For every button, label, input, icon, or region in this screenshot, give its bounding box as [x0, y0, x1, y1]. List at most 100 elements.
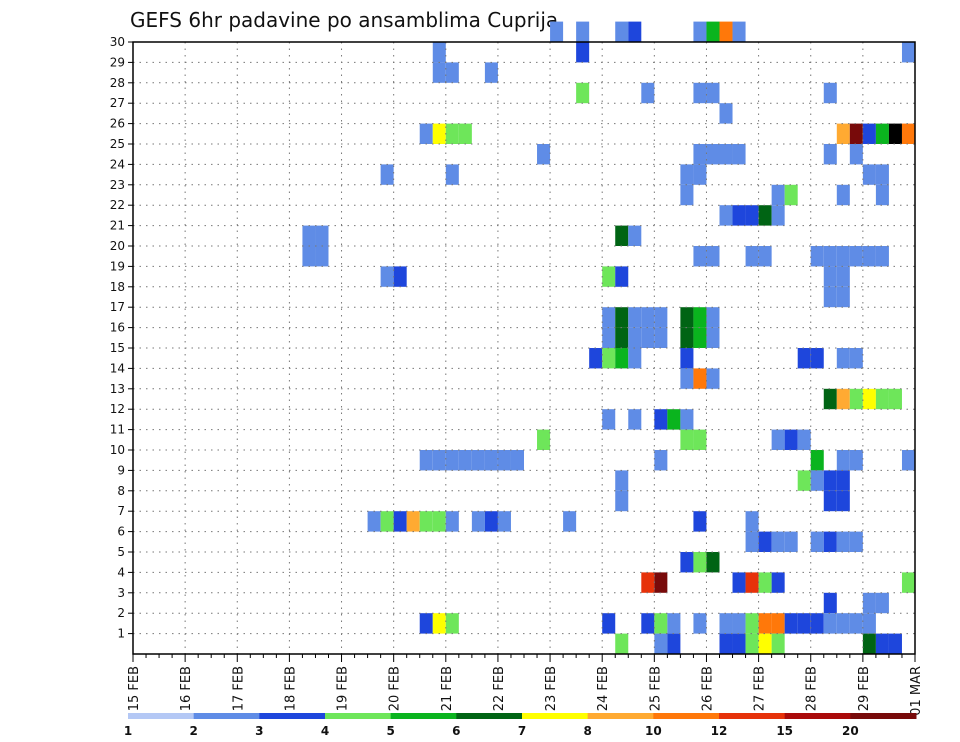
heatmap-cell: [497, 450, 511, 471]
heatmap-cell: [628, 327, 642, 348]
x-tick-label: 26 FEB: [700, 666, 715, 711]
heatmap-cell: [445, 123, 459, 144]
y-tick-label: 11: [110, 423, 125, 437]
heatmap-cell: [680, 348, 694, 369]
y-tick-label: 4: [117, 565, 125, 579]
heatmap-cell: [823, 144, 837, 165]
heatmap-cell: [810, 613, 824, 634]
heatmap-cell: [602, 348, 616, 369]
heatmap-cell: [367, 511, 381, 532]
heatmap-cell: [836, 470, 850, 491]
heatmap-cell: [745, 572, 759, 593]
heatmap-cell: [484, 450, 498, 471]
heatmap-cell: [628, 409, 642, 430]
heatmap-cell: [810, 470, 824, 491]
heatmap-cell: [419, 450, 433, 471]
heatmap-cell: [680, 552, 694, 573]
y-tick-label: 26: [110, 117, 125, 131]
colorbar-swatch: [587, 713, 654, 719]
heatmap-cell: [615, 348, 629, 369]
heatmap-cell: [602, 266, 616, 287]
heatmap-cell: [719, 103, 733, 124]
heatmap-cell: [693, 327, 707, 348]
heatmap-cell: [823, 82, 837, 104]
heatmap-cell: [471, 511, 485, 532]
heatmap-cell: [797, 429, 811, 450]
heatmap-cell: [875, 633, 889, 654]
colorbar-swatch: [784, 713, 851, 719]
heatmap-cell: [680, 429, 694, 450]
heatmap-cell: [862, 592, 876, 614]
heatmap-cell: [836, 123, 850, 144]
y-tick-label: 18: [110, 280, 125, 294]
heatmap-cell: [732, 21, 746, 42]
heatmap-cell: [849, 144, 863, 165]
heatmap-cell: [706, 82, 720, 104]
heatmap-cell: [771, 205, 785, 226]
heatmap-cell: [615, 225, 629, 246]
heatmap-cell: [745, 633, 759, 654]
colorbar-label: 20: [842, 724, 859, 738]
heatmap-cell: [380, 511, 394, 532]
y-tick-label: 29: [110, 55, 125, 69]
heatmap-cell: [602, 613, 616, 634]
heatmap-cell: [784, 613, 798, 634]
heatmap-cell: [771, 429, 785, 450]
heatmap-cell: [693, 613, 707, 634]
heatmap-cell: [771, 633, 785, 654]
y-tick-label: 27: [110, 96, 125, 110]
heatmap-cell: [823, 266, 837, 287]
heatmap-cell: [497, 511, 511, 532]
heatmap-cell: [641, 327, 655, 348]
y-tick-label: 16: [110, 321, 125, 335]
heatmap-cell: [823, 490, 837, 512]
colorbar-label: 10: [645, 724, 662, 738]
heatmap-cell: [875, 388, 889, 410]
colorbar: 1 2 3 4 5 6 7 8 10 12 15 20: [124, 713, 917, 738]
heatmap-cell: [484, 511, 498, 532]
heatmap-cell: [628, 225, 642, 246]
heatmap-cell: [615, 470, 629, 491]
heatmap-cell: [758, 572, 772, 593]
heatmap-cell: [810, 531, 824, 552]
heatmap-cell: [680, 368, 694, 389]
heatmap-cell: [693, 307, 707, 328]
heatmap-cell: [510, 450, 524, 471]
y-tick-label: 14: [110, 361, 125, 375]
y-tick-label: 12: [110, 402, 125, 416]
heatmap-cell: [615, 266, 629, 287]
colorbar-swatch: [653, 713, 720, 719]
heatmap-cell: [849, 531, 863, 552]
heatmap-cell: [758, 205, 772, 226]
heatmap-cell: [836, 184, 850, 206]
heatmap-cell: [432, 42, 446, 63]
heatmap-cell: [875, 184, 889, 206]
y-tick-label: 10: [110, 443, 125, 457]
chart-title: GEFS 6hr padavine po ansamblima Cuprija: [130, 8, 558, 32]
heatmap-cell: [471, 450, 485, 471]
heatmap-cell: [654, 633, 668, 654]
colorbar-swatch: [193, 713, 260, 719]
x-tick-label: 22 FEB: [492, 666, 507, 711]
heatmap-cell: [445, 450, 459, 471]
heatmap-cell: [732, 633, 746, 654]
colorbar-label: 5: [386, 724, 394, 738]
heatmap-cell: [693, 552, 707, 573]
heatmap-cell: [823, 286, 837, 308]
heatmap-cell: [745, 531, 759, 552]
heatmap-cell: [693, 21, 707, 42]
heatmap-cell: [432, 62, 446, 83]
heatmap-cell: [836, 531, 850, 552]
heatmap-cell: [797, 613, 811, 634]
heatmap-cell: [693, 429, 707, 450]
heatmap-cell: [445, 511, 459, 532]
heatmap-cell: [615, 21, 629, 42]
heatmap-cell: [654, 613, 668, 634]
heatmap-cell: [732, 205, 746, 226]
colorbar-swatch: [456, 713, 523, 719]
heatmap-cell: [432, 123, 446, 144]
heatmap-cell: [576, 82, 590, 104]
colorbar-label: 12: [711, 724, 728, 738]
heatmap-cell: [836, 388, 850, 410]
heatmap-cell: [862, 633, 876, 654]
